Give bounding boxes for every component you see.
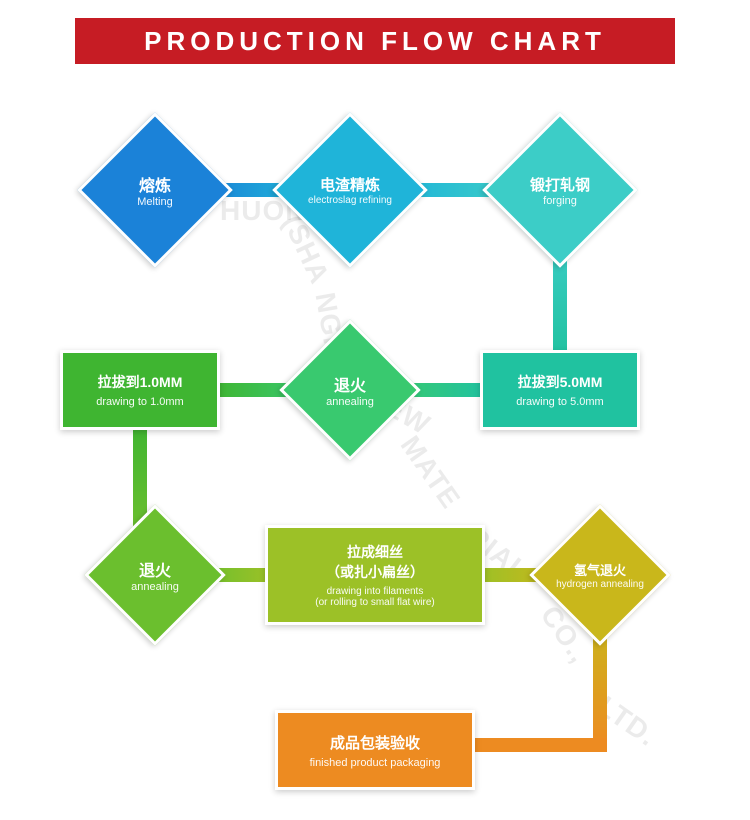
node-n1-cn: 熔炼 — [139, 172, 171, 196]
node-n10: 成品包装验收 finished product packaging — [275, 710, 475, 790]
node-n4-en: drawing to 5.0mm — [516, 396, 603, 408]
node-n10-en: finished product packaging — [310, 757, 441, 769]
node-n8-cn: 拉成细丝 （或扎小扁丝） — [326, 542, 424, 582]
node-n5: 退火annealing — [279, 319, 420, 460]
node-n1: 熔炼Melting — [77, 112, 233, 268]
node-n4-cn: 拉拔到5.0MM — [518, 372, 603, 392]
flowchart-canvas: PRODUCTION FLOW CHART HUONA (SHANGHAI) N… — [0, 0, 750, 820]
title-text: PRODUCTION FLOW CHART — [144, 26, 606, 57]
connector-n10a-n10 — [470, 738, 607, 752]
node-n9: 氢气退火hydrogen annealing — [529, 504, 670, 645]
node-n7: 退火annealing — [84, 504, 225, 645]
node-n8: 拉成细丝 （或扎小扁丝） drawing into filaments (or r… — [265, 525, 485, 625]
node-n6-cn: 拉拔到1.0MM — [98, 372, 183, 392]
node-n2: 电渣精炼electroslag refining — [272, 112, 428, 268]
node-n9-cn: 氢气退火 — [574, 560, 626, 579]
node-n3-en: forging — [543, 195, 577, 207]
node-n5-cn: 退火 — [334, 372, 366, 396]
node-n2-cn: 电渣精炼 — [320, 174, 380, 195]
node-n5-en: annealing — [326, 396, 374, 408]
title-bar: PRODUCTION FLOW CHART — [75, 18, 675, 64]
node-n2-en: electroslag refining — [308, 195, 392, 206]
node-n6: 拉拔到1.0MM drawing to 1.0mm — [60, 350, 220, 430]
node-n10-cn: 成品包装验收 — [330, 732, 420, 753]
node-n3: 锻打轧钢forging — [482, 112, 638, 268]
node-n1-en: Melting — [137, 196, 172, 208]
node-n3-cn: 锻打轧钢 — [530, 174, 590, 195]
node-n4: 拉拔到5.0MM drawing to 5.0mm — [480, 350, 640, 430]
watermark-seg-4: MATE — [394, 430, 467, 515]
node-n8-en: drawing into filaments (or rolling to sm… — [315, 586, 434, 608]
node-n9-en: hydrogen annealing — [556, 579, 644, 590]
node-n7-en: annealing — [131, 581, 179, 593]
node-n7-cn: 退火 — [139, 557, 171, 581]
node-n6-en: drawing to 1.0mm — [96, 396, 183, 408]
